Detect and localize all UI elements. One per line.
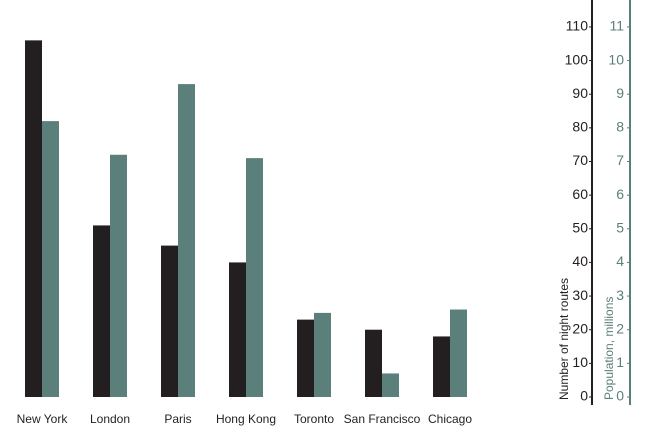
bar	[450, 309, 467, 397]
bar	[110, 154, 127, 397]
y2-tick-label: 0	[616, 388, 624, 404]
bar	[229, 262, 246, 397]
x-tick-label: Toronto	[294, 412, 334, 426]
x-tick-label: Chicago	[428, 412, 472, 426]
bar	[25, 40, 42, 397]
y2-tick-label: 10	[608, 51, 624, 67]
bar	[161, 245, 178, 397]
y2-tick-label: 11	[609, 18, 624, 34]
y-tick-label: 100	[565, 51, 589, 67]
y-tick-label: 80	[572, 119, 588, 135]
y2-tick-label: 4	[616, 253, 624, 269]
y2-tick-label: 3	[616, 287, 624, 303]
y-tick-label: 20	[572, 320, 588, 336]
bar	[42, 121, 59, 397]
x-tick-label: New York	[17, 412, 69, 426]
y2-tick-label: 9	[616, 85, 624, 101]
bar	[93, 225, 110, 397]
y-tick-label: 30	[572, 287, 588, 303]
y-tick-label: 50	[572, 219, 588, 235]
y2-tick-label: 2	[616, 320, 624, 336]
y2-tick-label: 8	[616, 119, 624, 135]
y2-axis-title: Population, millions	[602, 297, 616, 400]
bar	[297, 319, 314, 397]
y-tick-label: 0	[580, 388, 588, 404]
bar	[314, 312, 331, 397]
y-tick-label: 40	[572, 253, 588, 269]
bar	[246, 158, 263, 397]
bar	[382, 373, 399, 397]
y2-tick-label: 5	[616, 219, 624, 235]
y2-tick-label: 7	[616, 152, 624, 168]
y-tick-label: 90	[572, 85, 588, 101]
y-tick-label: 110	[566, 18, 589, 34]
bar	[178, 84, 195, 397]
y-tick-label: 60	[572, 186, 588, 202]
x-tick-label: London	[90, 412, 130, 426]
x-tick-label: San Francisco	[344, 412, 421, 426]
x-tick-label: Paris	[164, 412, 191, 426]
y-tick-label: 70	[572, 152, 588, 168]
y2-tick-label: 6	[616, 186, 624, 202]
x-tick-label: Hong Kong	[216, 412, 276, 426]
y-axis-title: Number of night routes	[557, 278, 571, 400]
y2-tick-label: 1	[616, 354, 624, 370]
y-tick-label: 10	[572, 354, 588, 370]
bar	[365, 329, 382, 397]
bar	[433, 336, 450, 397]
